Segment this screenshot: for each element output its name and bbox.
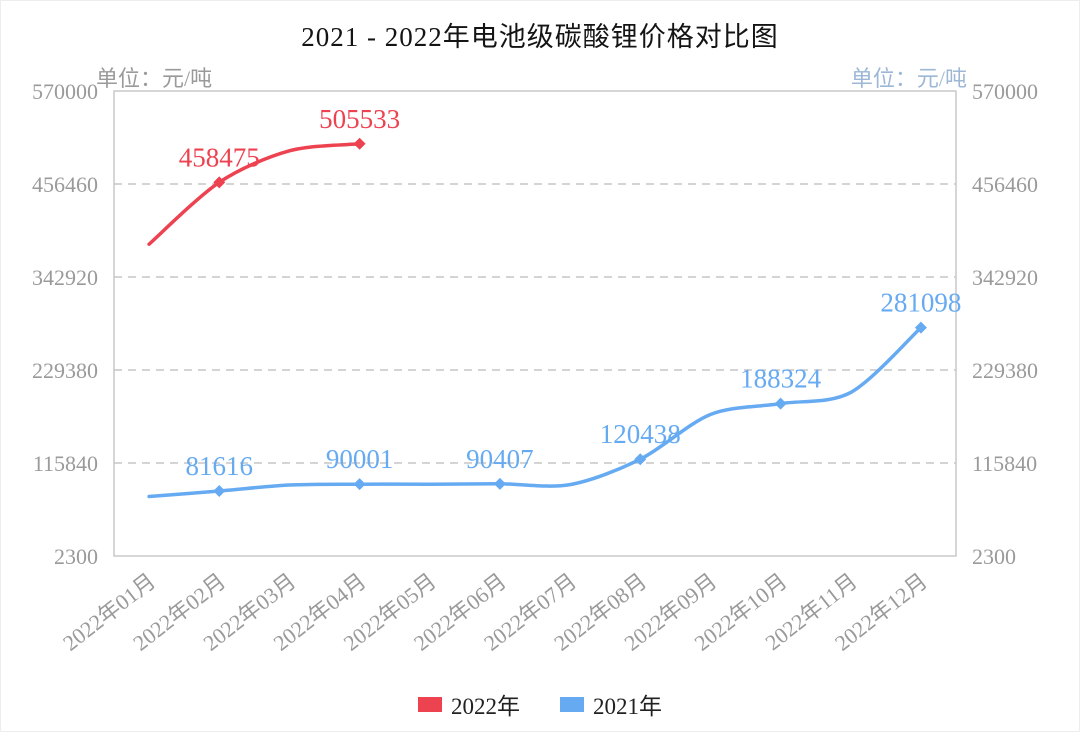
- legend: 2022年 2021年: [1, 687, 1079, 721]
- y-axis-label-left: 456460: [32, 172, 98, 197]
- line-chart: 2300 2300 115840 115840 229380 229380 342920 34…: [32, 79, 1038, 656]
- data-label: 281098: [880, 288, 961, 318]
- y-axis-label-right: 570000: [972, 79, 1038, 104]
- legend-label-2021: 2021年: [593, 694, 662, 719]
- y-axis-label-left: 229380: [32, 358, 98, 383]
- legend-swatch-2021: [560, 696, 584, 712]
- data-label: 90001: [326, 444, 394, 474]
- data-point-marker[interactable]: [213, 485, 226, 498]
- y-axis-label-right: 115840: [972, 451, 1037, 476]
- data-label: 120438: [600, 419, 681, 449]
- y-axis-label-right: 342920: [972, 265, 1038, 290]
- data-label: 505533: [319, 104, 400, 134]
- y-axis-label-right: 229380: [972, 358, 1038, 383]
- legend-item-2021[interactable]: 2021年: [560, 687, 662, 721]
- unit-label-left: 单位：元/吨: [96, 66, 213, 91]
- data-point-marker[interactable]: [493, 477, 506, 490]
- data-label: 458475: [179, 142, 260, 172]
- series-line-0: [147, 142, 362, 246]
- data-point-marker[interactable]: [914, 321, 927, 334]
- data-label: 90407: [466, 444, 534, 474]
- data-label: 81616: [186, 451, 254, 481]
- unit-label-right: 单位：元/吨: [850, 66, 967, 91]
- series-line-1: [147, 325, 923, 499]
- legend-label-2022: 2022年: [451, 694, 520, 719]
- y-axis-label-left: 342920: [32, 265, 98, 290]
- plot-border: [113, 90, 957, 557]
- y-axis-label-left: 2300: [54, 544, 98, 569]
- data-point-marker[interactable]: [634, 453, 647, 466]
- data-point-marker[interactable]: [353, 478, 366, 491]
- data-label: 188324: [740, 364, 822, 394]
- y-axis-label-left: 115840: [33, 451, 98, 476]
- legend-swatch-2022: [418, 696, 442, 712]
- page-title: 2021 - 2022年电池级碳酸锂价格对比图: [301, 22, 779, 52]
- y-axis-label-right: 2300: [972, 544, 1016, 569]
- data-point-marker[interactable]: [353, 137, 366, 150]
- legend-item-2022[interactable]: 2022年: [418, 687, 520, 721]
- data-point-marker[interactable]: [774, 397, 787, 410]
- y-axis-label-right: 456460: [972, 172, 1038, 197]
- y-axis-label-left: 570000: [32, 79, 98, 104]
- data-point-marker[interactable]: [213, 176, 226, 189]
